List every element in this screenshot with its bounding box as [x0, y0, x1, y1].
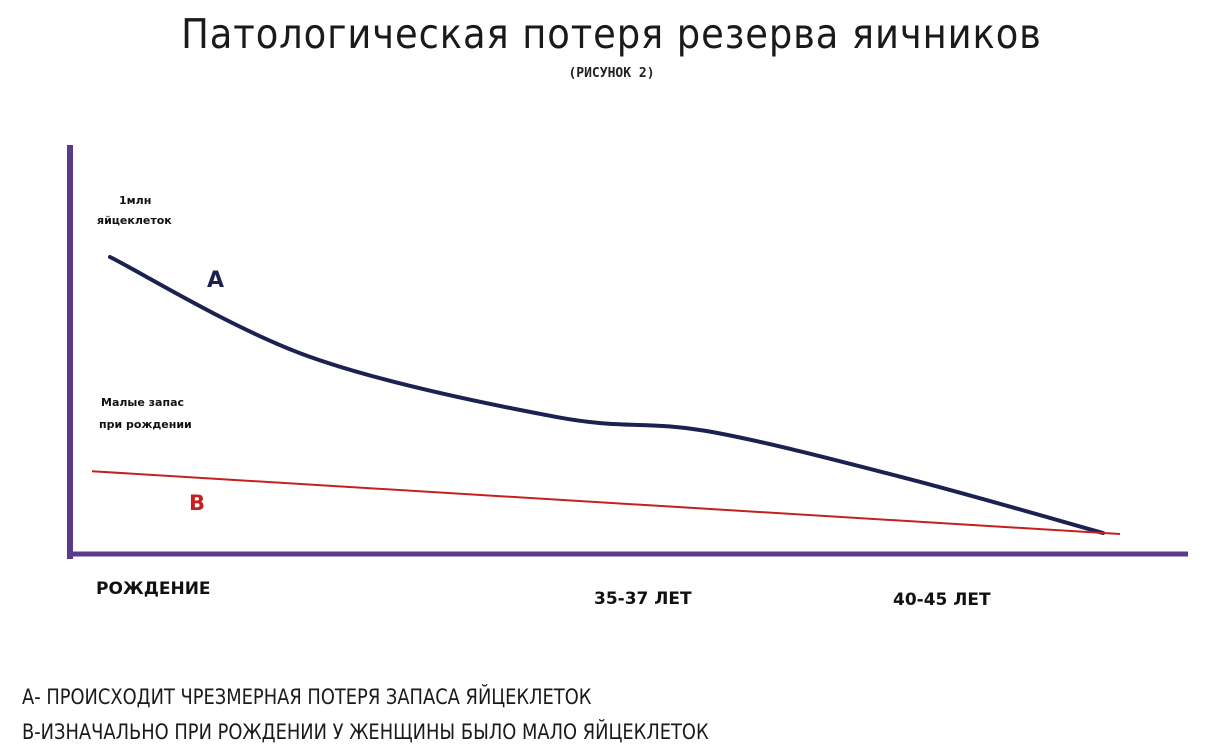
series-b-line	[91, 470, 1121, 535]
annotation-low-line1: Малые запас	[101, 396, 184, 409]
x-tick-label: 40-45 ЛЕТ	[893, 590, 991, 610]
chart-title: Патологическая потеря резерва яичников	[181, 10, 1042, 58]
x-tick-label: 35-37 ЛЕТ	[594, 589, 692, 609]
annotation-top-line1: 1млн	[119, 194, 151, 207]
x-tick-label: РОЖДЕНИЕ	[96, 579, 211, 599]
chart-svg: A B 1млн яйцеклеток Малые запас при рождении Р…	[67, 145, 1188, 610]
legend-item-b: В-ИЗНАЧАЛЬНО ПРИ РОЖДЕНИИ У ЖЕНЩИНЫ БЫЛО…	[22, 720, 709, 744]
series-b-label: B	[189, 491, 205, 515]
series-a-line	[108, 255, 1105, 535]
legend: А- ПРОИСХОДИТ ЧРЕЗМЕРНАЯ ПОТЕРЯ ЗАПАСА Я…	[22, 680, 709, 750]
annotation-top-line2: яйцеклеток	[97, 214, 172, 227]
series-a-label: A	[207, 268, 224, 293]
annotation-low-line2: при рождении	[99, 418, 192, 431]
chart-subtitle: (РИСУНОК 2)	[568, 66, 655, 81]
legend-item-a: А- ПРОИСХОДИТ ЧРЕЗМЕРНАЯ ПОТЕРЯ ЗАПАСА Я…	[22, 685, 592, 709]
